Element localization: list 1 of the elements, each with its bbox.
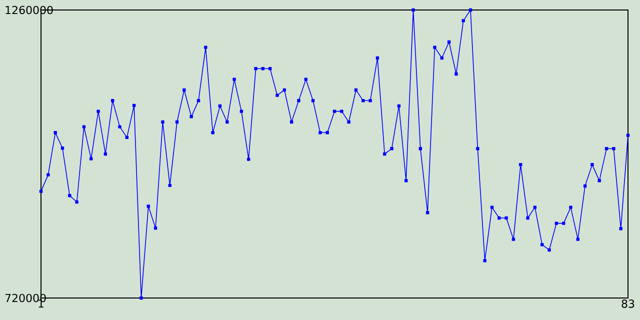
x-tick-label: 83 <box>622 300 634 308</box>
